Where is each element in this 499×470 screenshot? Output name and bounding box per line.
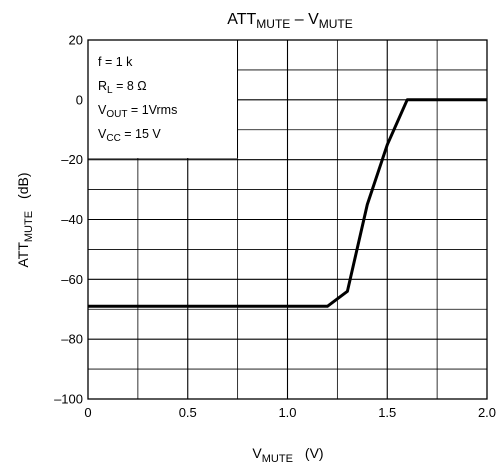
y-tick-labels: 20 0 –20 –40 –60 –80 –100 (54, 33, 83, 407)
condition-sub: OUT (106, 109, 127, 120)
xlabel-unit: (V) (305, 445, 324, 461)
condition-line: RL = 8 Ω (98, 79, 147, 96)
title-sep: – V (290, 11, 319, 28)
x-axis-label: VMUTE (V) (252, 445, 323, 465)
y-tick-label: 20 (69, 33, 83, 48)
condition-rest: = 1Vrms (127, 103, 177, 117)
title-sub1: MUTE (256, 17, 290, 31)
title-sub2: MUTE (319, 17, 353, 31)
condition-main: R (98, 79, 107, 93)
grid-major (88, 40, 487, 399)
y-tick-label: –20 (61, 152, 83, 167)
x-tick-label: 2.0 (478, 405, 496, 420)
y-axis-label: ATTMUTE (dB) (15, 172, 35, 267)
ylabel-unit: (dB) (15, 172, 31, 198)
conditions-box (88, 40, 237, 158)
x-tick-label: 0 (84, 405, 91, 420)
plot-frame (87, 39, 488, 400)
condition-main: V (98, 127, 107, 141)
x-tick-label: 0.5 (179, 405, 197, 420)
condition-line: VOUT = 1Vrms (98, 103, 177, 120)
xlabel-main: V (252, 445, 262, 461)
condition-line: f = 1 k (98, 55, 133, 69)
chart-title: ATTMUTE – VMUTE (227, 11, 353, 31)
ylabel-main: ATT (15, 242, 31, 268)
y-tick-label: –40 (61, 212, 83, 227)
title-main: ATT (227, 11, 256, 28)
condition-rest: = 15 V (121, 127, 162, 141)
condition-line: VCC = 15 V (98, 127, 161, 144)
condition-main: f = 1 k (98, 55, 133, 69)
condition-sub: L (107, 85, 113, 96)
y-tick-label: –80 (61, 332, 83, 347)
condition-main: V (98, 103, 107, 117)
x-tick-label: 1.0 (278, 405, 296, 420)
x-tick-labels: 0 0.5 1.0 1.5 2.0 (84, 405, 496, 420)
y-tick-label: –100 (54, 392, 83, 407)
data-line-series-1 (88, 98, 487, 308)
condition-sub: CC (106, 133, 120, 144)
y-tick-label: –60 (61, 272, 83, 287)
ylabel-sub: MUTE (23, 211, 35, 242)
condition-rest: = 8 Ω (113, 79, 147, 93)
y-tick-label: 0 (76, 92, 83, 107)
x-tick-label: 1.5 (378, 405, 396, 420)
xlabel-sub: MUTE (262, 453, 293, 465)
